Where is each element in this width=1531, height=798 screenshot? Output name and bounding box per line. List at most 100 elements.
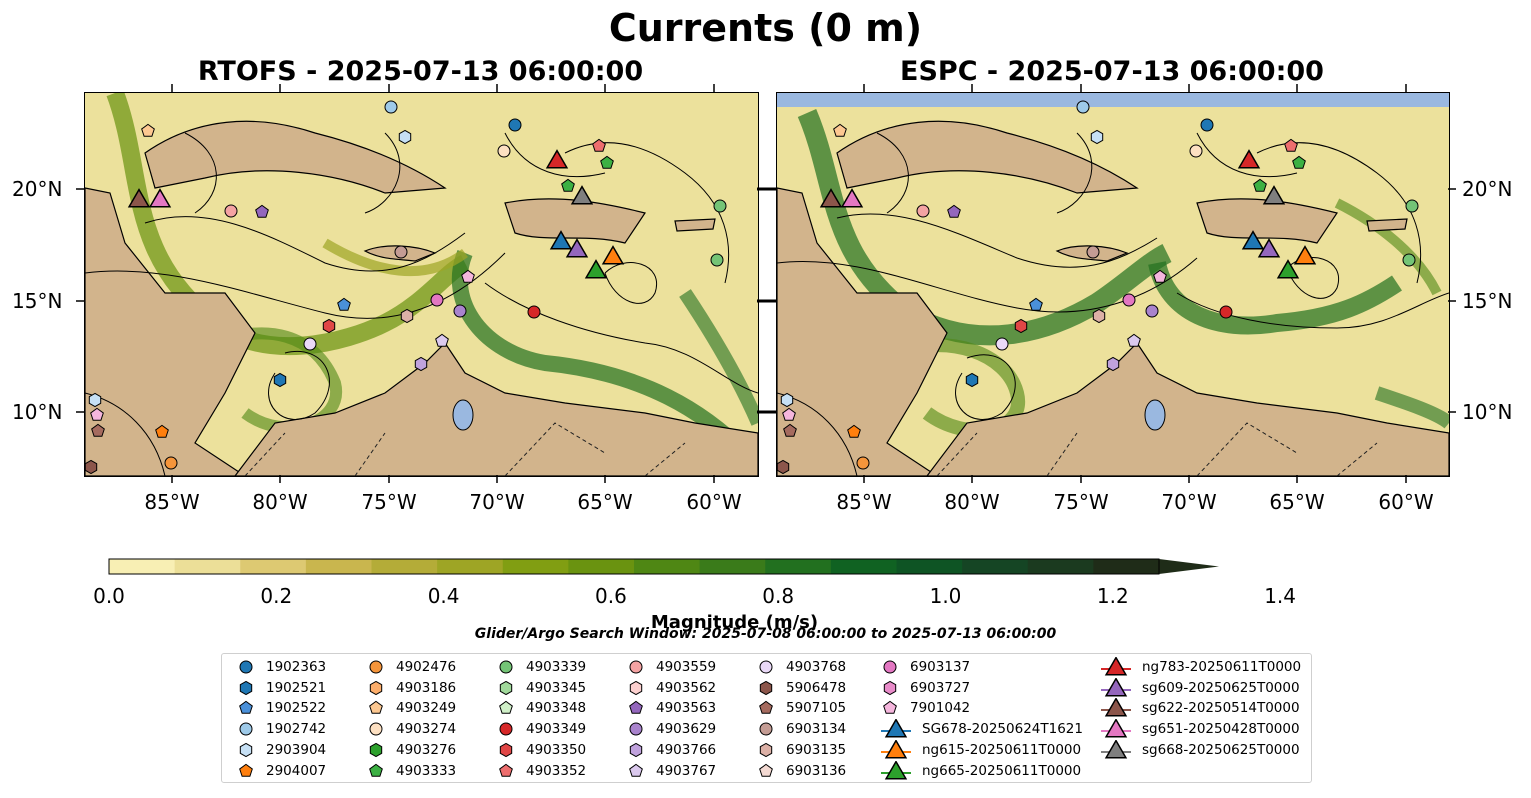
triangle-marker-icon bbox=[1101, 698, 1131, 717]
platform-marker bbox=[127, 188, 151, 208]
platform-marker bbox=[565, 238, 589, 258]
platform-marker bbox=[1090, 129, 1104, 145]
legend-label: 4903186 bbox=[396, 679, 457, 696]
pentagon-marker-icon bbox=[759, 763, 773, 777]
colorbar-segment bbox=[174, 559, 241, 574]
legend-label: 4903276 bbox=[396, 741, 457, 758]
legend-label: 6903137 bbox=[910, 659, 971, 675]
colorbar-tick-label: 0.2 bbox=[260, 584, 293, 608]
legend-label: 4903562 bbox=[656, 679, 717, 696]
platform-marker bbox=[384, 100, 398, 114]
legend-item: 4903345 bbox=[496, 678, 586, 698]
triangle-marker-icon bbox=[881, 739, 911, 759]
lon-tick-label: 85°W bbox=[144, 490, 200, 514]
platform-marker bbox=[1276, 259, 1300, 279]
legend-label: ng665-20250611T0000 bbox=[922, 762, 1082, 779]
legend-label: ng783-20250611T0000 bbox=[1142, 659, 1302, 675]
pentagon-marker-icon bbox=[239, 763, 253, 777]
platform-marker bbox=[1292, 155, 1306, 169]
hexagon-marker-icon bbox=[499, 680, 513, 695]
colorbar-segment bbox=[502, 559, 569, 574]
triangle-marker-icon bbox=[1101, 677, 1131, 697]
circle-marker-icon bbox=[499, 722, 513, 736]
legend-label: 4903249 bbox=[396, 700, 457, 717]
platform-marker bbox=[1092, 308, 1106, 324]
platform-marker bbox=[710, 253, 724, 267]
platform-marker bbox=[995, 337, 1009, 351]
colorbar-segment bbox=[240, 559, 307, 574]
circle-marker-icon bbox=[369, 660, 383, 674]
lon-tick-label: 80°W bbox=[944, 490, 1000, 514]
platform-marker bbox=[1076, 100, 1090, 114]
platform-marker bbox=[461, 269, 475, 283]
legend-label: 6903727 bbox=[910, 679, 971, 696]
pentagon-marker-icon bbox=[239, 701, 253, 715]
platform-marker bbox=[303, 337, 317, 351]
colorbar-tick-label: 0.8 bbox=[762, 584, 795, 608]
legend-label: 4903559 bbox=[656, 659, 717, 675]
hexagon-marker-icon bbox=[369, 680, 383, 695]
platform-markers-layer bbox=[84, 100, 1419, 475]
triangle-marker-icon bbox=[881, 760, 911, 779]
platform-marker bbox=[155, 424, 169, 438]
circle-marker-icon bbox=[629, 722, 643, 736]
search-window-text: Glider/Argo Search Window: 2025-07-08 06… bbox=[474, 626, 1057, 642]
legend-item: 6903136 bbox=[756, 761, 846, 781]
legend-label: 1902521 bbox=[266, 679, 327, 696]
colorbar-segment bbox=[765, 559, 832, 574]
colorbar-segment bbox=[568, 559, 635, 574]
colorbar-tick-label: 1.0 bbox=[929, 584, 962, 608]
legend-item: 4903333 bbox=[366, 761, 456, 781]
figure-title: Currents (0 m) bbox=[608, 6, 923, 50]
platform-marker bbox=[1219, 305, 1233, 319]
lat-tick-label: 15°N bbox=[12, 289, 63, 313]
legend-label: sg668-20250625T0000 bbox=[1142, 741, 1300, 758]
platform-marker bbox=[337, 297, 351, 311]
legend-item: 6903134 bbox=[756, 719, 846, 739]
legend-label: 4903629 bbox=[656, 721, 717, 738]
lon-tick-label: 75°W bbox=[361, 490, 417, 514]
platform-marker bbox=[322, 318, 336, 334]
platform-marker bbox=[916, 204, 930, 218]
platform-marker bbox=[1262, 185, 1286, 205]
legend-item: 4903348 bbox=[496, 698, 586, 718]
legend-item: 6903727 bbox=[880, 678, 970, 698]
lon-tick-label: 60°W bbox=[1378, 490, 1434, 514]
lon-tick-label: 75°W bbox=[1053, 490, 1109, 514]
platform-marker bbox=[549, 230, 573, 250]
platform-marker bbox=[90, 407, 104, 421]
legend-item: SG678-20250624T1621 bbox=[880, 719, 1083, 739]
triangle-marker-icon bbox=[1101, 657, 1131, 676]
legend-label: sg651-20250428T0000 bbox=[1142, 721, 1300, 738]
lat-tick-label: 10°N bbox=[1462, 400, 1513, 424]
platform-marker bbox=[600, 155, 614, 169]
legend-item: 4903766 bbox=[626, 740, 716, 760]
platform-marker bbox=[782, 407, 796, 421]
map-panel-espc[interactable] bbox=[776, 92, 1450, 477]
platform-marker bbox=[1405, 199, 1419, 213]
legend-label: 4903352 bbox=[526, 762, 587, 779]
platform-marker bbox=[561, 178, 575, 192]
legend-item: 4903186 bbox=[366, 678, 456, 698]
circle-marker-icon bbox=[499, 660, 513, 674]
legend-item: ng665-20250611T0000 bbox=[880, 760, 1082, 781]
circle-marker-icon bbox=[239, 722, 253, 736]
platform-marker bbox=[84, 459, 98, 475]
platform-marker bbox=[1241, 230, 1265, 250]
triangle-marker-icon bbox=[1101, 719, 1131, 738]
colorbar-tick-label: 1.4 bbox=[1264, 584, 1296, 608]
platform-marker bbox=[394, 245, 408, 259]
legend-item: 1902363 bbox=[236, 657, 326, 677]
lat-tick-label: 15°N bbox=[1462, 289, 1513, 313]
colorbar bbox=[108, 558, 1219, 575]
colorbar-segment bbox=[437, 559, 504, 574]
platform-marker bbox=[856, 456, 870, 470]
legend-label: sg609-20250625T0000 bbox=[1142, 679, 1300, 696]
hexagon-marker-icon bbox=[629, 680, 643, 695]
legend-item: 4903350 bbox=[496, 740, 586, 760]
legend-item: 4902476 bbox=[366, 657, 456, 677]
legend-item: ng615-20250611T0000 bbox=[880, 739, 1081, 760]
lat-tick-label: 10°N bbox=[12, 400, 63, 424]
legend-item: 6903137 bbox=[880, 657, 970, 677]
circle-marker-icon bbox=[629, 660, 643, 674]
